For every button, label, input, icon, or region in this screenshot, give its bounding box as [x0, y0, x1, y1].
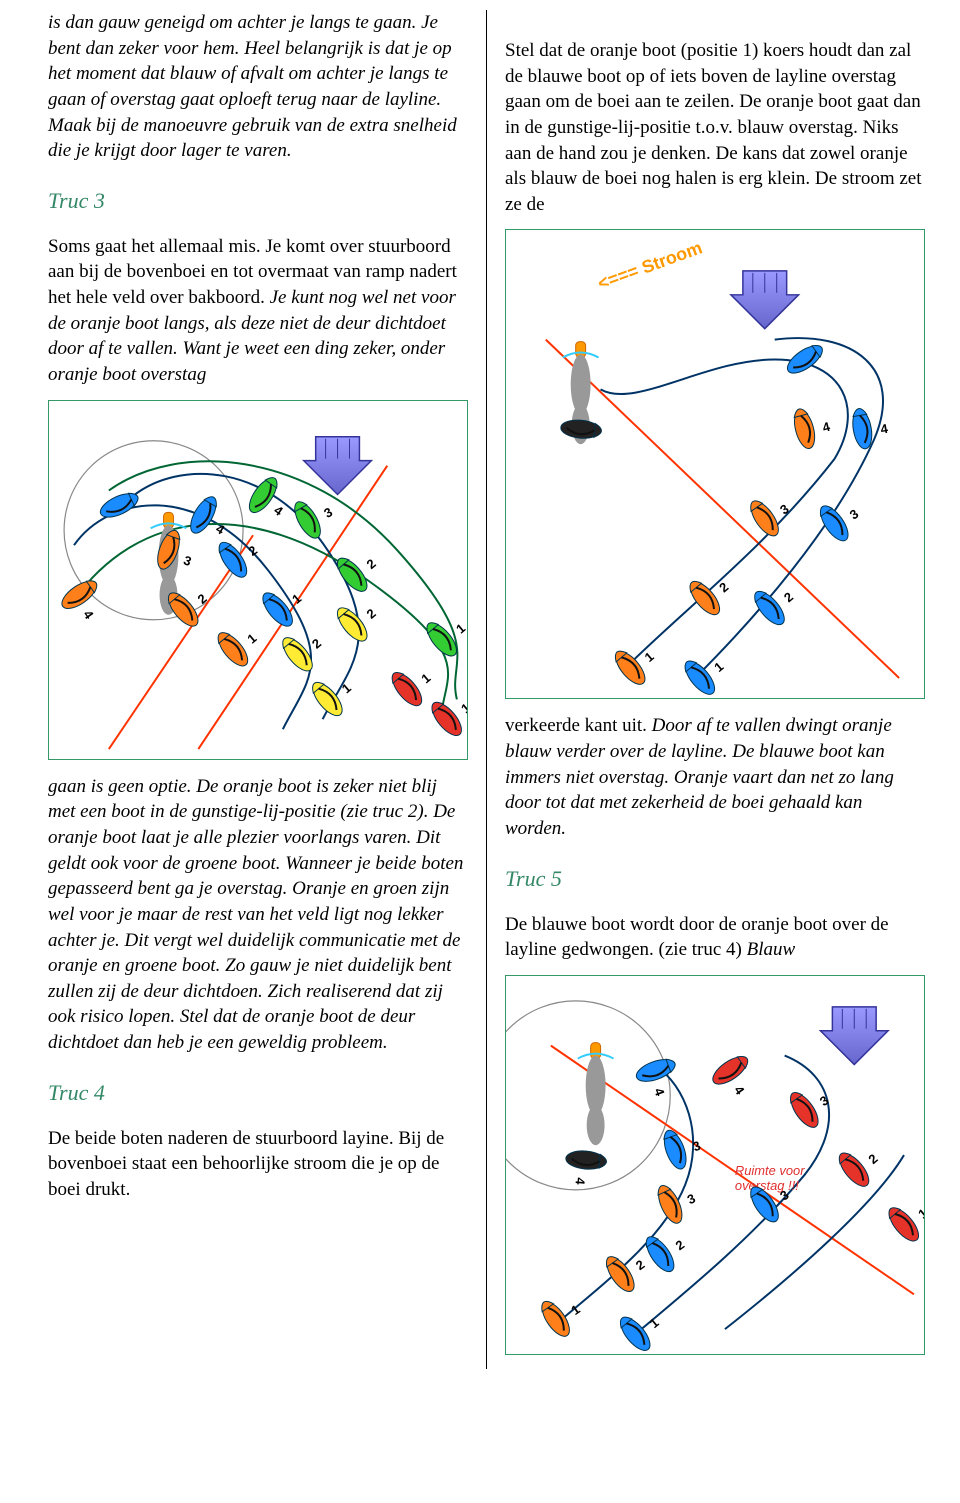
svg-text:2: 2	[781, 590, 796, 606]
svg-text:1: 1	[339, 680, 354, 696]
truc5-p1-plain: De blauwe boot wordt door de oranje boot…	[505, 914, 889, 961]
svg-text:2: 2	[364, 605, 379, 621]
svg-text:2: 2	[865, 1151, 880, 1167]
svg-text:1: 1	[711, 659, 726, 675]
svg-text:2: 2	[673, 1237, 687, 1253]
svg-text:4: 4	[821, 419, 833, 436]
figure-truc5: Ruimte vooroverstag !!!4432112343213	[505, 975, 925, 1355]
intro-paragraph: is dan gauw geneigd om achter je langs t…	[48, 10, 468, 164]
svg-text:Ruimte voor: Ruimte voor	[735, 1163, 805, 1178]
svg-text:3: 3	[685, 1190, 698, 1207]
svg-text:3: 3	[777, 502, 791, 518]
svg-text:1: 1	[458, 700, 468, 716]
right-column: Stel dat de oranje boot (positie 1) koer…	[487, 10, 943, 1369]
svg-text:1: 1	[915, 1205, 925, 1221]
truc4-p1: De beide boten naderen de stuurboord lay…	[48, 1126, 468, 1203]
svg-text:overstag !!!: overstag !!!	[735, 1178, 799, 1193]
svg-text:4: 4	[271, 502, 286, 519]
svg-text:4: 4	[731, 1083, 748, 1098]
right-p2: verkeerde kant uit. Door af te vallen dw…	[505, 713, 925, 841]
svg-text:4: 4	[573, 1177, 589, 1186]
svg-text:1: 1	[244, 630, 259, 646]
svg-text:1: 1	[642, 649, 657, 665]
truc5-p1: De blauwe boot wordt door de oranje boot…	[505, 912, 925, 963]
svg-text:1: 1	[453, 620, 468, 636]
svg-text:2: 2	[716, 580, 731, 596]
svg-text:1: 1	[418, 670, 433, 686]
svg-text:2: 2	[364, 555, 379, 571]
truc5-p1-italic: Blauw	[747, 939, 796, 960]
left-column: is dan gauw geneigd om achter je langs t…	[30, 10, 487, 1369]
svg-text:3: 3	[321, 504, 335, 521]
heading-truc-5: Truc 5	[505, 866, 925, 892]
figure-truc3: 4213421321422111	[48, 400, 468, 760]
svg-text:3: 3	[182, 552, 194, 569]
right-p2-plain: verkeerde kant uit.	[505, 715, 652, 736]
figure-truc4: <=== Stroom 1 2 3 4 1 2 3 4	[505, 229, 925, 699]
svg-text:4: 4	[879, 421, 889, 437]
truc3-p2-italic: gaan is geen optie. De oranje boot is ze…	[48, 774, 468, 1056]
svg-text:2: 2	[245, 542, 259, 558]
svg-text:3: 3	[847, 506, 861, 522]
truc3-p1: Soms gaat het allemaal mis. Je komt over…	[48, 234, 468, 388]
svg-text:2: 2	[633, 1257, 647, 1273]
svg-text:<=== Stroom: <=== Stroom	[595, 238, 705, 294]
svg-text:4: 4	[651, 1086, 668, 1099]
svg-text:4: 4	[80, 607, 97, 622]
right-p1: Stel dat de oranje boot (positie 1) koer…	[505, 38, 925, 217]
heading-truc-3: Truc 3	[48, 188, 468, 214]
heading-truc-4: Truc 4	[48, 1080, 468, 1106]
